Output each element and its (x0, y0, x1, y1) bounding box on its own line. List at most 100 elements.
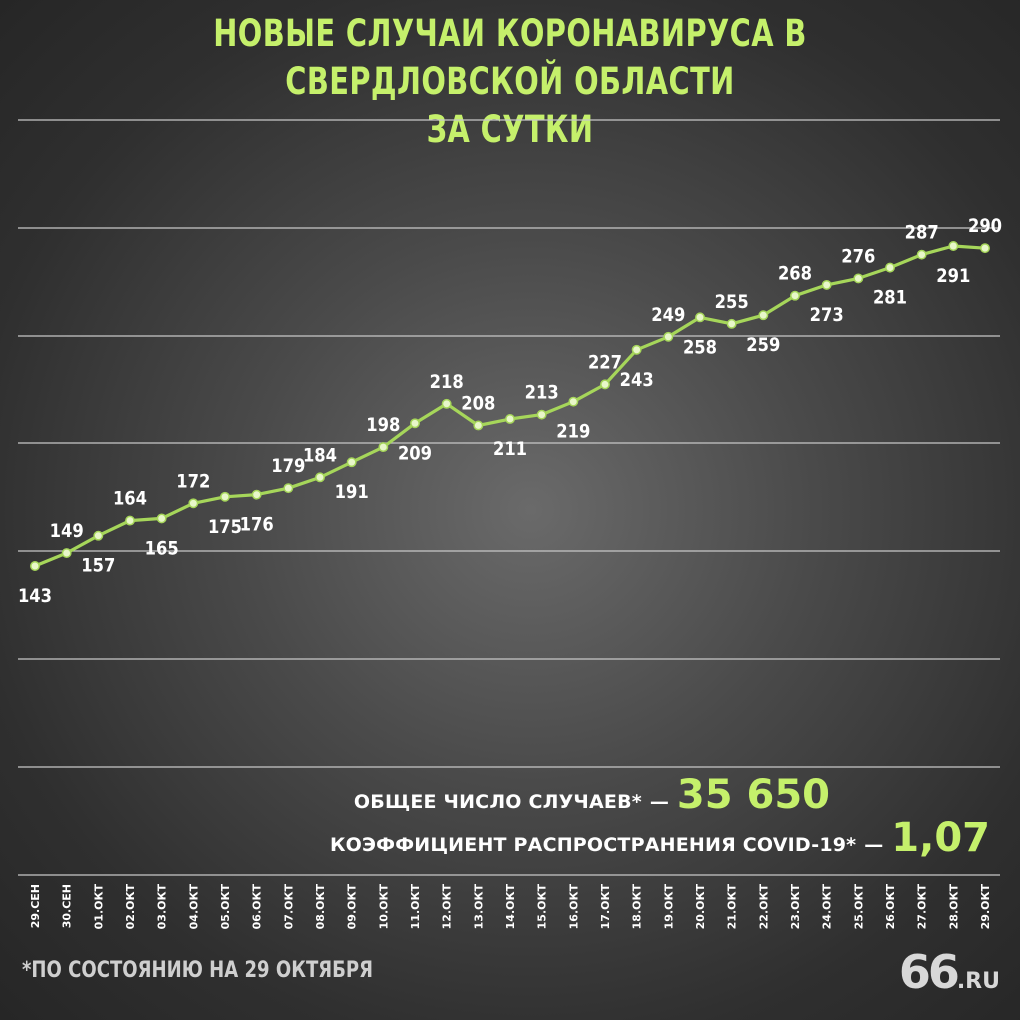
x-tick-26.ОКТ: 26.ОКТ (884, 884, 897, 930)
data-label-13.ОКТ: 208 (461, 393, 495, 414)
chart-title: НОВЫЕ СЛУЧАИ КОРОНАВИРУСА В СВЕРДЛОВСКОЙ… (112, 10, 908, 154)
data-point-19.ОКТ (663, 331, 674, 342)
data-point-29.ОКТ (980, 243, 990, 254)
total-cases-value: 35 650 (676, 772, 830, 818)
data-point-17.ОКТ (600, 379, 610, 390)
x-tick-10.ОКТ: 10.ОКТ (377, 884, 390, 930)
data-point-01.ОКТ (93, 530, 104, 541)
spread-coefficient-stat: КОЭФФИЦИЕНТ РАСПРОСТРАНЕНИЯ COVID-19* — … (330, 815, 990, 861)
x-tick-28.ОКТ: 28.ОКТ (947, 884, 960, 930)
total-cases-label: ОБЩЕЕ ЧИСЛО СЛУЧАЕВ* (353, 791, 642, 813)
x-tick-30.СЕН: 30.СЕН (61, 884, 74, 928)
x-tick-14.ОКТ: 14.ОКТ (504, 884, 517, 930)
x-tick-17.ОКТ: 17.ОКТ (599, 884, 612, 930)
x-tick-06.ОКТ: 06.ОКТ (251, 884, 264, 930)
point-layer (30, 241, 990, 571)
data-label-08.ОКТ: 184 (303, 445, 337, 466)
x-tick-09.ОКТ: 09.ОКТ (346, 884, 359, 930)
data-label-03.ОКТ: 165 (145, 538, 179, 559)
data-label-12.ОКТ: 218 (430, 372, 464, 393)
data-point-09.ОКТ (346, 457, 357, 468)
logo-number: 66 (898, 945, 960, 999)
x-tick-03.ОКТ: 03.ОКТ (156, 884, 169, 930)
data-label-02.ОКТ: 164 (113, 489, 147, 510)
x-tick-29.ОКТ: 29.ОКТ (979, 884, 992, 930)
data-label-09.ОКТ: 191 (335, 482, 369, 503)
total-cases-stat: ОБЩЕЕ ЧИСЛО СЛУЧАЕВ* — 35 650 (354, 772, 830, 818)
data-label-23.ОКТ: 268 (778, 264, 812, 285)
data-point-25.ОКТ (853, 273, 864, 284)
spread-coefficient-label: КОЭФФИЦИЕНТ РАСПРОСТРАНЕНИЯ COVID-19* (329, 834, 857, 856)
data-point-30.СЕН (61, 548, 72, 558)
data-label-10.ОКТ: 198 (366, 415, 400, 436)
data-label-14.ОКТ: 211 (493, 439, 527, 460)
data-label-28.ОКТ: 291 (936, 266, 970, 287)
data-label-04.ОКТ: 172 (176, 471, 210, 492)
x-tick-23.ОКТ: 23.ОКТ (789, 884, 802, 930)
site-logo[interactable]: 66 .RU (899, 945, 1000, 999)
total-cases-dash: — (649, 791, 669, 813)
data-label-07.ОКТ: 179 (271, 456, 305, 477)
data-label-01.ОКТ: 157 (81, 556, 115, 577)
data-label-27.ОКТ: 287 (905, 223, 939, 244)
chart-title-line1: НОВЫЕ СЛУЧАИ КОРОНАВИРУСА В СВЕРДЛОВСКОЙ… (213, 12, 807, 103)
data-point-04.ОКТ (188, 498, 199, 509)
logo-suffix: .RU (956, 969, 1000, 994)
data-label-29.СЕН: 143 (18, 586, 52, 607)
chart-title-line2: ЗА СУТКИ (426, 108, 594, 151)
data-label-17.ОКТ: 227 (588, 352, 622, 373)
x-tick-29.СЕН: 29.СЕН (29, 884, 42, 928)
x-tick-25.ОКТ: 25.ОКТ (852, 884, 865, 930)
data-label-19.ОКТ: 249 (651, 305, 685, 326)
data-point-03.ОКТ (156, 513, 167, 524)
data-label-30.СЕН: 149 (50, 521, 84, 542)
data-point-06.ОКТ (251, 489, 262, 500)
x-tick-12.ОКТ: 12.ОКТ (441, 884, 454, 930)
data-point-22.ОКТ (758, 310, 769, 321)
data-label-15.ОКТ: 213 (525, 383, 559, 404)
data-label-18.ОКТ: 243 (620, 370, 654, 391)
spread-coefficient-dash: — (864, 834, 884, 856)
data-point-02.ОКТ (125, 515, 135, 526)
x-tick-19.ОКТ: 19.ОКТ (662, 884, 675, 930)
data-point-28.ОКТ (948, 241, 959, 251)
data-point-07.ОКТ (283, 483, 294, 494)
x-tick-27.ОКТ: 27.ОКТ (916, 884, 929, 930)
data-label-06.ОКТ: 176 (240, 515, 274, 536)
data-label-21.ОКТ: 255 (715, 292, 749, 313)
data-label-26.ОКТ: 281 (873, 288, 907, 309)
series-line (34, 244, 986, 568)
data-point-16.ОКТ (568, 396, 579, 407)
data-label-16.ОКТ: 219 (556, 422, 590, 443)
line-layer (34, 244, 986, 568)
data-label-20.ОКТ: 258 (683, 337, 717, 358)
data-label-24.ОКТ: 273 (810, 305, 844, 326)
x-tick-18.ОКТ: 18.ОКТ (631, 884, 644, 930)
data-point-14.ОКТ (505, 414, 515, 424)
x-tick-20.ОКТ: 20.ОКТ (694, 884, 707, 930)
data-point-05.ОКТ (220, 491, 230, 502)
x-tick-02.ОКТ: 02.ОКТ (124, 884, 137, 930)
x-tick-08.ОКТ: 08.ОКТ (314, 884, 327, 930)
x-tick-21.ОКТ: 21.ОКТ (726, 884, 739, 930)
x-tick-13.ОКТ: 13.ОКТ (472, 884, 485, 930)
data-label-05.ОКТ: 175 (208, 517, 242, 538)
data-point-29.СЕН (30, 561, 40, 571)
x-tick-layer: 29.СЕН 30.СЕН 01.ОКТ 02.ОКТ 03.ОКТ 04.ОКТ 05.О… (29, 884, 992, 930)
data-point-23.ОКТ (790, 290, 800, 301)
data-point-24.ОКТ (821, 279, 832, 290)
data-point-26.ОКТ (885, 262, 895, 273)
data-point-11.ОКТ (410, 418, 420, 429)
x-tick-22.ОКТ: 22.ОКТ (757, 884, 770, 930)
footnote: *ПО СОСТОЯНИЮ НА 29 ОКТЯБРЯ (22, 958, 374, 983)
spread-coefficient-value: 1,07 (891, 815, 990, 861)
x-tick-11.ОКТ: 11.ОКТ (409, 884, 422, 930)
x-tick-07.ОКТ: 07.ОКТ (282, 884, 295, 930)
data-point-08.ОКТ (315, 472, 325, 483)
x-tick-04.ОКТ: 04.ОКТ (187, 884, 200, 930)
data-point-10.ОКТ (378, 442, 389, 453)
data-label-29.ОКТ: 290 (968, 216, 1002, 237)
data-label-22.ОКТ: 259 (746, 335, 780, 356)
